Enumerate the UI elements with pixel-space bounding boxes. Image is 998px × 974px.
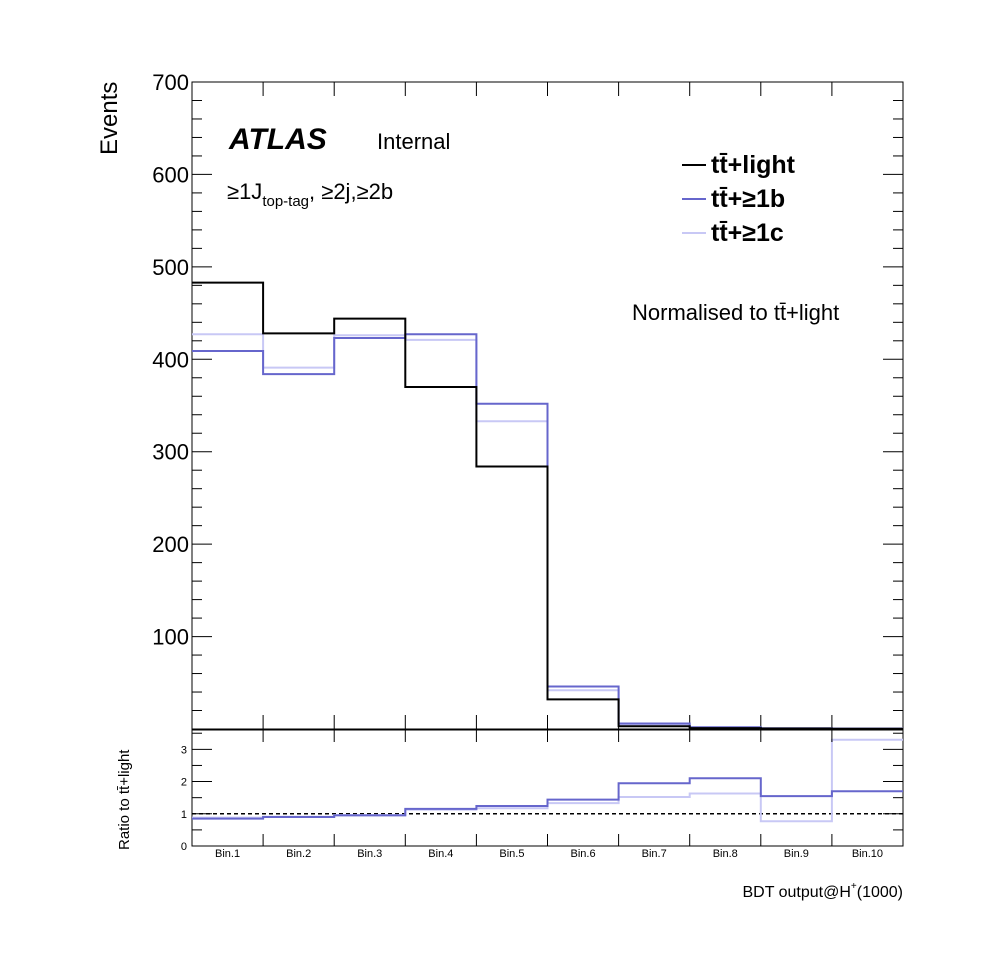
y-tick-label: 500 [152, 255, 189, 280]
selection-sub: top-tag [262, 193, 309, 210]
x-axis-title-sup: + [851, 881, 857, 892]
internal-label: Internal [377, 129, 450, 154]
ratio-tick-label: 2 [181, 777, 187, 789]
ratio-tick-label: 3 [181, 744, 187, 756]
x-tick-label: Bin.7 [642, 848, 667, 860]
x-tick-label: Bin.6 [571, 848, 596, 860]
main-y-ticks: 100 200 300 400 500 600 700 [152, 70, 903, 730]
selection-tail: , ≥2j,≥2b [309, 179, 393, 204]
y-tick-label: 600 [152, 162, 189, 187]
selection-main: ≥1J [227, 179, 262, 204]
x-tick-labels: Bin.1 Bin.2 Bin.3 Bin.4 Bin.5 Bin.6 Bin.7 Bin.8… [215, 848, 883, 860]
x-axis-title-tail: (1000) [857, 884, 903, 901]
main-pad: 100 200 300 400 500 600 700 [152, 70, 904, 730]
y-tick-label: 100 [152, 625, 189, 650]
ratio-y-ticks: 0 1 2 3 [181, 732, 903, 853]
ratio-y-axis-title: Ratio to tt̄+light [116, 749, 133, 850]
normalised-label: Normalised to tt̄+light [632, 300, 839, 325]
ratio-line-1 [192, 738, 903, 823]
atlas-label: ATLAS [228, 123, 327, 156]
legend: tt̄+light tt̄+≥1b tt̄+≥1c [682, 151, 796, 247]
legend-entry-1b: tt̄+≥1b [711, 185, 785, 213]
y-tick-label: 400 [152, 347, 189, 372]
ratio-pad: 0 1 2 3 Bin.1 Bin.2 Bin.3 Bin.4 Bin.5 Bin.6 Bin.7… [181, 729, 904, 860]
x-tick-label: Bin.5 [499, 848, 524, 860]
legend-entry-light: tt̄+light [711, 151, 796, 179]
x-axis-title: BDT output@H+(1000) [742, 881, 903, 901]
ratio-tick-label: 1 [181, 809, 187, 821]
y-tick-label: 700 [152, 70, 189, 95]
selection-label: ≥1Jtop-tag, ≥2j,≥2b [227, 179, 393, 210]
ratio-frame [191, 729, 904, 847]
main-series [192, 281, 903, 730]
y-tick-label: 300 [152, 440, 189, 465]
x-ticks [262, 730, 833, 846]
y-tick-label: 200 [152, 532, 189, 557]
y-axis-title: Events [96, 82, 123, 155]
ratio-tick-label: 0 [181, 841, 187, 853]
x-tick-label: Bin.9 [784, 848, 809, 860]
ratio-series [192, 738, 903, 823]
ratio-line-0 [192, 777, 903, 820]
legend-entry-1c: tt̄+≥1c [711, 219, 784, 247]
x-tick-label: Bin.3 [357, 848, 382, 860]
x-tick-label: Bin.10 [852, 848, 883, 860]
x-tick-label: Bin.4 [428, 848, 453, 860]
series-line-0 [192, 281, 903, 730]
x-tick-label: Bin.8 [713, 848, 738, 860]
x-tick-label: Bin.1 [215, 848, 240, 860]
x-tick-label: Bin.2 [286, 848, 311, 860]
x-axis-title-main: BDT output@H [742, 884, 850, 901]
